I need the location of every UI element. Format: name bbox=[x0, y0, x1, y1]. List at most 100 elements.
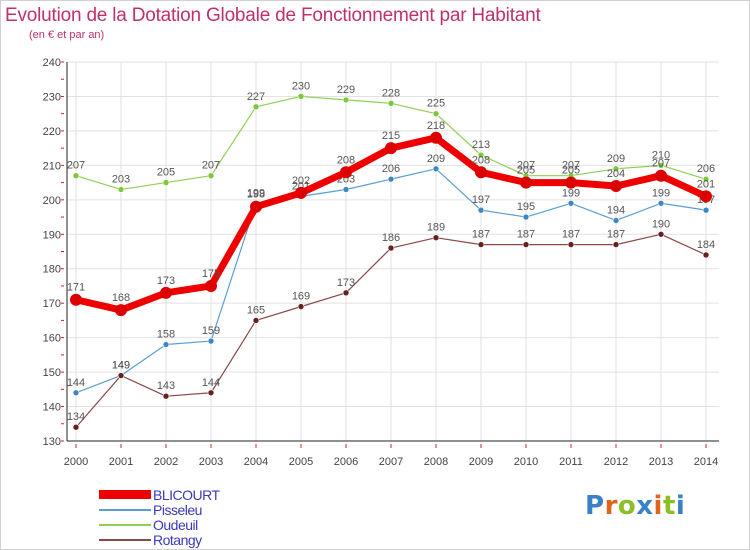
data-label-pisseleu: 159 bbox=[202, 325, 220, 337]
data-point-blicourt bbox=[385, 142, 397, 155]
x-tick-label: 2009 bbox=[469, 456, 493, 468]
logo-letter: x bbox=[636, 491, 654, 521]
data-label-oudeuil: 207 bbox=[67, 160, 85, 172]
x-tick-label: 2006 bbox=[334, 456, 358, 468]
data-label-blicourt: 205 bbox=[517, 165, 535, 177]
data-point-pisseleu bbox=[477, 206, 485, 214]
data-point-rotangy bbox=[252, 317, 260, 324]
data-label-pisseleu: 209 bbox=[427, 153, 445, 165]
legend-item-pisseleu: Pisseleu bbox=[99, 502, 220, 517]
data-point-oudeuil bbox=[207, 172, 215, 179]
data-label-pisseleu: 149 bbox=[112, 360, 130, 372]
data-point-blicourt bbox=[160, 286, 172, 299]
logo-letter: t bbox=[662, 491, 676, 521]
data-label-rotangy: 165 bbox=[247, 304, 265, 316]
data-point-rotangy bbox=[657, 230, 665, 238]
data-label-blicourt: 202 bbox=[292, 175, 310, 187]
legend-label: Rotangy bbox=[153, 531, 202, 548]
data-point-pisseleu bbox=[72, 389, 80, 397]
data-point-oudeuil bbox=[477, 151, 485, 159]
data-point-rotangy bbox=[342, 289, 350, 297]
data-label-pisseleu: 158 bbox=[157, 329, 175, 341]
x-tick-label: 2003 bbox=[199, 456, 223, 468]
x-tick-label: 2014 bbox=[694, 456, 718, 468]
logo-letter: i bbox=[675, 491, 686, 521]
x-tick-label: 2010 bbox=[514, 456, 538, 468]
data-label-blicourt: 208 bbox=[337, 154, 355, 166]
data-point-pisseleu bbox=[162, 341, 170, 348]
y-tick-label: 220 bbox=[43, 126, 61, 138]
x-tick-label: 2005 bbox=[289, 456, 313, 468]
data-point-oudeuil bbox=[612, 165, 620, 173]
data-point-blicourt bbox=[340, 166, 352, 179]
logo-letter: r bbox=[604, 491, 618, 521]
data-point-pisseleu bbox=[612, 217, 620, 224]
data-label-oudeuil: 207 bbox=[202, 160, 220, 172]
chart-title: Evolution de la Dotation Globale de Fonc… bbox=[5, 5, 541, 26]
data-label-oudeuil: 213 bbox=[472, 139, 490, 151]
data-point-pisseleu bbox=[657, 199, 665, 207]
data-point-blicourt bbox=[205, 279, 217, 292]
y-tick-label: 130 bbox=[43, 436, 61, 448]
data-label-rotangy: 187 bbox=[517, 229, 535, 241]
data-label-oudeuil: 225 bbox=[427, 98, 445, 110]
legend-swatch bbox=[99, 490, 151, 499]
legend-swatch bbox=[99, 538, 151, 541]
data-label-oudeuil: 207 bbox=[562, 160, 580, 172]
data-point-blicourt bbox=[295, 186, 307, 199]
logo-letter: i bbox=[653, 491, 663, 521]
data-point-rotangy bbox=[387, 244, 395, 252]
data-point-rotangy bbox=[117, 372, 125, 379]
x-tick-label: 2002 bbox=[154, 456, 178, 468]
data-label-rotangy: 149 bbox=[112, 360, 130, 372]
chart-legend: BLICOURT Pisseleu Oudeuil Rotangy bbox=[99, 487, 220, 547]
data-label-rotangy: 143 bbox=[157, 380, 175, 392]
data-point-rotangy bbox=[432, 234, 440, 242]
data-point-pisseleu bbox=[387, 175, 395, 183]
data-label-rotangy: 190 bbox=[652, 218, 670, 230]
data-point-pisseleu bbox=[522, 213, 530, 221]
data-label-blicourt: 168 bbox=[112, 292, 130, 304]
data-point-blicourt bbox=[430, 131, 442, 144]
data-point-oudeuil bbox=[297, 93, 305, 100]
y-tick-label: 200 bbox=[43, 195, 61, 207]
data-label-rotangy: 187 bbox=[562, 229, 580, 241]
data-label-blicourt: 171 bbox=[67, 282, 85, 294]
data-point-blicourt bbox=[115, 304, 127, 317]
data-label-rotangy: 186 bbox=[382, 232, 400, 244]
data-point-rotangy bbox=[162, 392, 170, 400]
y-tick-label: 240 bbox=[43, 57, 61, 69]
data-point-rotangy bbox=[72, 423, 80, 431]
data-label-pisseleu: 206 bbox=[382, 163, 400, 175]
data-label-rotangy: 187 bbox=[607, 229, 625, 241]
data-point-pisseleu bbox=[702, 206, 710, 214]
data-label-blicourt: 175 bbox=[202, 268, 220, 280]
y-tick-label: 170 bbox=[43, 298, 61, 310]
data-point-blicourt bbox=[610, 180, 622, 193]
data-label-rotangy: 187 bbox=[472, 229, 490, 241]
y-tick-label: 190 bbox=[43, 229, 61, 241]
data-point-oudeuil bbox=[702, 175, 710, 183]
legend-item-oudeuil: Oudeuil bbox=[99, 517, 220, 532]
data-label-blicourt: 204 bbox=[607, 168, 625, 180]
y-tick-label: 140 bbox=[43, 402, 61, 414]
legend-label: BLICOURT bbox=[153, 486, 220, 503]
data-label-rotangy: 173 bbox=[337, 277, 355, 289]
legend-swatch bbox=[99, 508, 151, 511]
y-tick-label: 150 bbox=[43, 367, 61, 379]
data-point-rotangy bbox=[567, 241, 575, 248]
data-label-blicourt: 207 bbox=[652, 158, 670, 170]
data-label-pisseleu: 197 bbox=[472, 194, 490, 206]
data-label-oudeuil: 207 bbox=[517, 160, 535, 172]
data-point-pisseleu bbox=[567, 199, 575, 207]
legend-item-rotangy: Rotangy bbox=[99, 532, 220, 547]
data-point-rotangy bbox=[612, 241, 620, 248]
legend-label: Oudeuil bbox=[153, 516, 198, 533]
data-point-blicourt bbox=[250, 200, 262, 213]
data-point-rotangy bbox=[477, 241, 485, 248]
data-label-blicourt: 208 bbox=[472, 154, 490, 166]
data-label-rotangy: 169 bbox=[292, 291, 310, 303]
data-point-oudeuil bbox=[252, 103, 260, 111]
data-label-oudeuil: 203 bbox=[112, 173, 130, 185]
data-label-oudeuil: 210 bbox=[652, 149, 670, 161]
